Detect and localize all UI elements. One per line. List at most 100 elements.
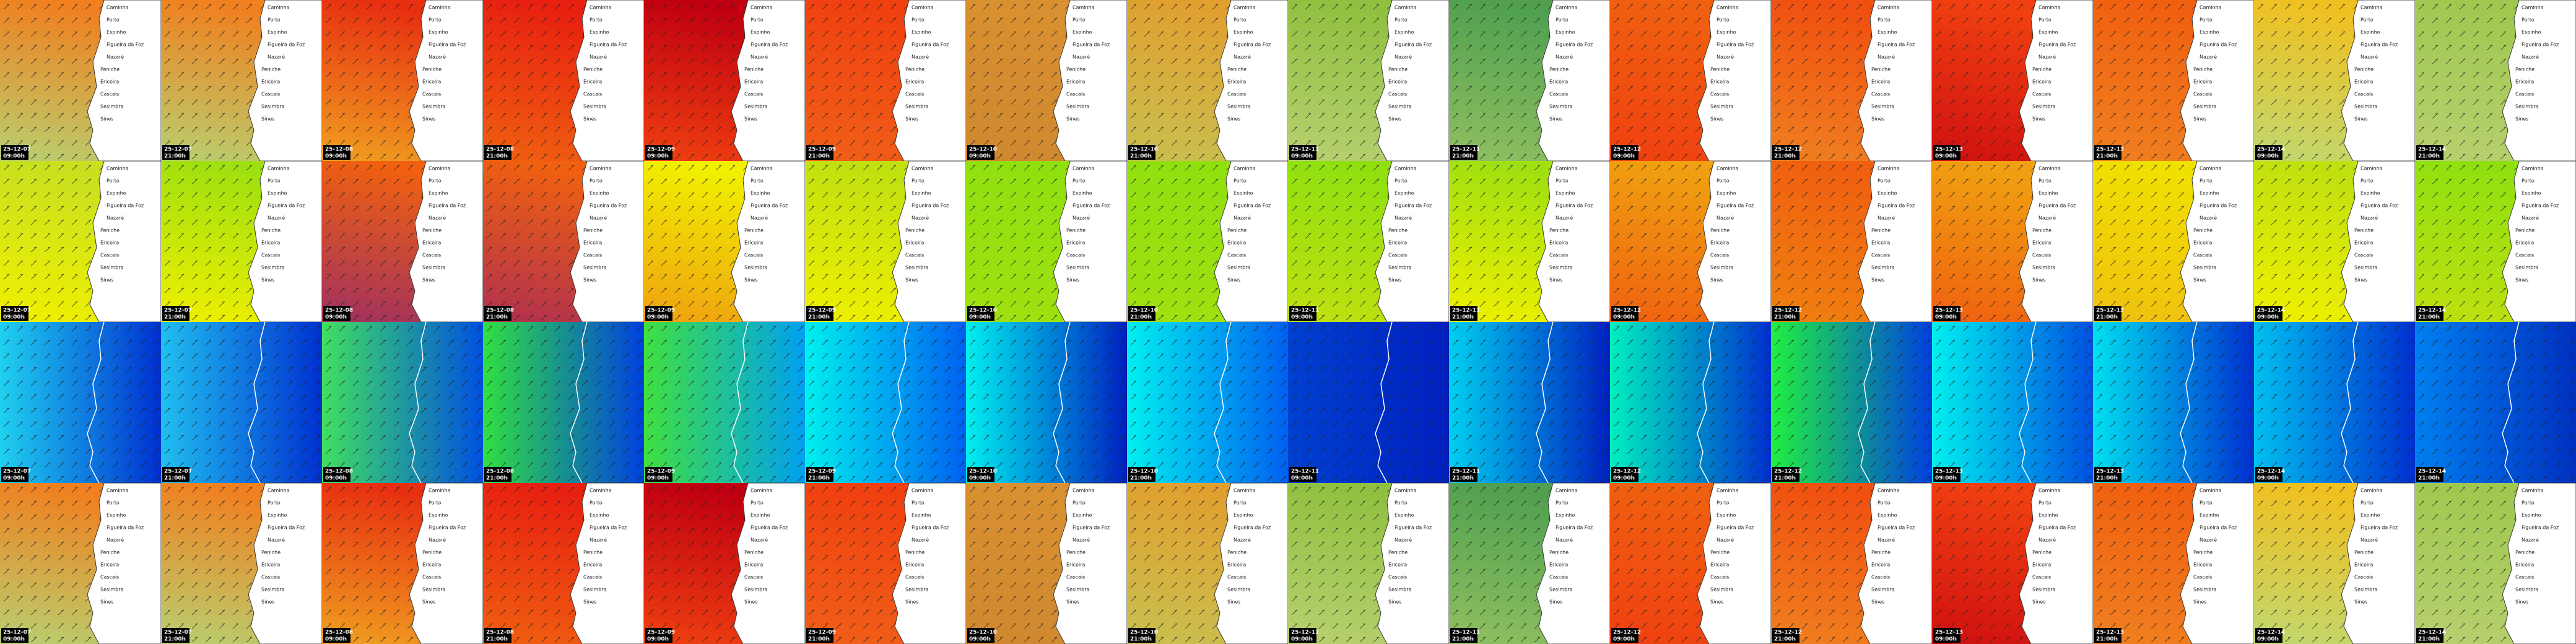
place-name: Porto: [1878, 17, 1891, 23]
map-tile: Caminha Porto Espinho Figueira da Foz Nazaré…: [2415, 0, 2576, 162]
place-name: Espinho: [2522, 191, 2541, 196]
timestamp-date: 25-12-12: [1774, 308, 1802, 314]
place-name: Cascais: [1871, 253, 1890, 258]
timestamp-date: 25-12-07: [3, 469, 31, 475]
place-name: Porto: [2361, 500, 2374, 506]
place-name: Ericeira: [744, 562, 763, 568]
timestamp-box: [2416, 467, 2443, 482]
timestamp-date: 25-12-09: [647, 469, 675, 475]
place-name: Figueira da Foz: [429, 525, 466, 531]
timestamp-box: [162, 628, 189, 643]
place-name: Caminha: [912, 166, 934, 172]
timestamp-time: 09:00h: [647, 637, 669, 643]
timestamp-box: [2416, 145, 2443, 160]
timestamp-box: [1450, 628, 1477, 643]
wind-arrows: [1288, 322, 1449, 483]
timestamp-box: [645, 306, 672, 321]
place-name: Sines: [744, 277, 757, 283]
place-name: Espinho: [429, 30, 448, 35]
place-name: Porto: [590, 17, 603, 23]
wind-arrows: [1932, 322, 2093, 483]
map-tile: Caminha Porto Espinho Figueira da Foz Nazaré…: [966, 160, 1128, 323]
place-name: Sesimbra: [2032, 104, 2056, 110]
place-name: Peniche: [2515, 67, 2535, 72]
timestamp-time: 21:00h: [1774, 476, 1796, 482]
wind-arrows: [805, 322, 966, 483]
place-name: Sines: [422, 116, 435, 122]
place-name: Nazaré: [1878, 54, 1895, 60]
place-name: Caminha: [1073, 5, 1095, 11]
coastline: [731, 321, 749, 484]
place-name: Peniche: [1066, 550, 1086, 555]
timestamp-date: 25-12-14: [2418, 630, 2446, 636]
place-name: Peniche: [1710, 228, 1730, 233]
place-name: Ericeira: [1871, 240, 1890, 246]
place-name: Ericeira: [1871, 562, 1890, 568]
place-name: Sesimbra: [100, 104, 124, 110]
place-name: Peniche: [1227, 67, 1247, 72]
place-name: Sesimbra: [2193, 265, 2217, 271]
timestamp-date: 25-12-14: [2418, 469, 2446, 475]
place-name: Figueira da Foz: [1717, 203, 1754, 209]
place-name: Peniche: [583, 550, 603, 555]
place-name: Porto: [1234, 500, 1247, 506]
place-name: Peniche: [744, 228, 764, 233]
timestamp-time: 09:00h: [1291, 637, 1313, 643]
place-name: Nazaré: [1717, 215, 1734, 221]
place-name: Sines: [261, 599, 274, 605]
place-name: Cascais: [100, 92, 119, 97]
place-name: Sesimbra: [1710, 265, 1734, 271]
place-name: Nazaré: [1234, 537, 1251, 543]
coastline: [1536, 321, 1554, 484]
place-name: Porto: [1395, 17, 1408, 23]
place-name: Espinho: [751, 513, 770, 518]
place-name: Ericeira: [2193, 79, 2212, 85]
place-name: Cascais: [1710, 92, 1729, 97]
place-name: Espinho: [1717, 30, 1736, 35]
map-tile: Caminha Porto Espinho Figueira da Foz Nazaré…: [644, 160, 806, 323]
place-name: Porto: [1234, 178, 1247, 184]
map-tile: Caminha Porto Espinho Figueira da Foz Nazaré…: [2093, 482, 2255, 644]
place-name: Sines: [1871, 116, 1884, 122]
place-name: Sines: [422, 599, 435, 605]
place-name: Cascais: [905, 253, 924, 258]
timestamp-box: [1933, 145, 1960, 160]
place-name: Ericeira: [2515, 79, 2534, 85]
wind-arrows: [2254, 322, 2415, 483]
timestamp-date: 25-12-08: [325, 630, 353, 636]
place-name: Espinho: [2522, 30, 2541, 35]
place-name: Nazaré: [1878, 537, 1895, 543]
place-name: Espinho: [590, 30, 609, 35]
place-name: Peniche: [2515, 228, 2535, 233]
timestamp-time: 21:00h: [2418, 476, 2440, 482]
timestamp-date: 25-12-11: [1291, 308, 1319, 314]
place-name: Sines: [261, 116, 274, 122]
timestamp-time: 09:00h: [325, 154, 347, 160]
place-name: Sesimbra: [1549, 587, 1573, 593]
place-name: Nazaré: [2522, 54, 2539, 60]
place-name: Ericeira: [2032, 79, 2051, 85]
place-name: Ericeira: [100, 79, 119, 85]
place-name: Nazaré: [2200, 537, 2217, 543]
timestamp-time: 09:00h: [1613, 315, 1635, 321]
place-name: Sines: [1066, 599, 1079, 605]
map-tile: Caminha Porto Espinho Figueira da Foz Nazaré…: [483, 482, 645, 644]
place-name: Nazaré: [1717, 537, 1734, 543]
place-name: Sesimbra: [261, 265, 285, 271]
place-name: Nazaré: [2522, 537, 2539, 543]
place-name: Figueira da Foz: [268, 203, 305, 209]
place-name: Nazaré: [1073, 215, 1090, 221]
timestamp-box: [1450, 306, 1477, 321]
place-name: Caminha: [2039, 488, 2061, 494]
place-name: Figueira da Foz: [1395, 42, 1432, 48]
place-name: Ericeira: [583, 79, 602, 85]
timestamp-time: 21:00h: [808, 315, 830, 321]
place-name: Espinho: [751, 30, 770, 35]
place-name: Porto: [1073, 17, 1086, 23]
timestamp-time: 21:00h: [486, 637, 508, 643]
place-name: Sesimbra: [422, 587, 446, 593]
